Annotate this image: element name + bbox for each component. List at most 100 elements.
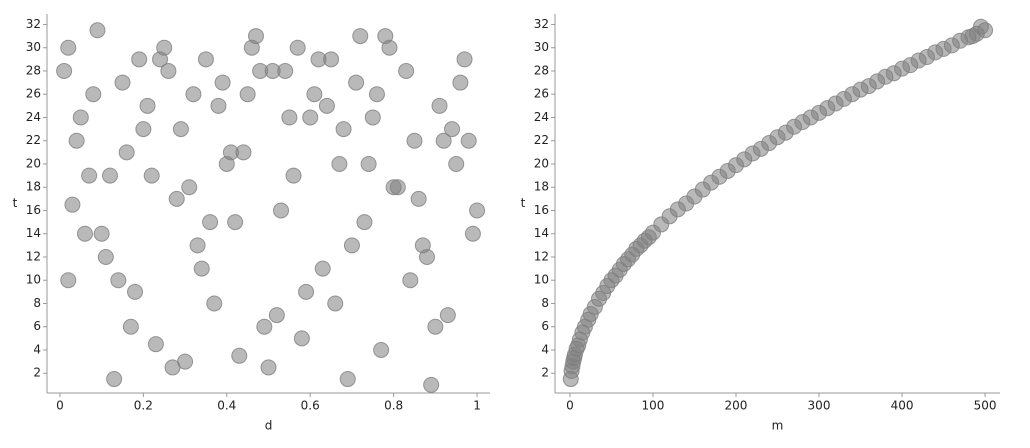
y-tick-label: 8 — [33, 296, 41, 310]
point — [172, 121, 189, 138]
point — [398, 62, 415, 79]
y-tick-label: 4 — [541, 342, 549, 356]
point — [168, 190, 185, 207]
y-tick-label: 30 — [26, 40, 41, 54]
x-tick-label: 0.2 — [134, 399, 153, 413]
point — [423, 376, 440, 393]
point — [314, 260, 331, 277]
point — [81, 167, 98, 184]
x-tick-label: 100 — [642, 399, 665, 413]
point — [964, 28, 981, 45]
point — [210, 97, 227, 114]
point — [131, 51, 148, 68]
point — [85, 86, 102, 103]
y-tick-label: 6 — [33, 319, 41, 333]
point — [277, 62, 294, 79]
point — [281, 109, 298, 126]
point — [239, 86, 256, 103]
point — [327, 295, 344, 312]
x-tick-label: 500 — [974, 399, 997, 413]
point — [206, 295, 223, 312]
point — [352, 28, 369, 45]
point — [68, 132, 85, 149]
point — [268, 307, 285, 324]
point — [339, 371, 356, 388]
point — [160, 62, 177, 79]
point — [289, 39, 306, 56]
point — [356, 214, 373, 231]
y-axis-label: t — [13, 196, 18, 210]
point — [298, 283, 315, 300]
y-tick-label: 8 — [541, 296, 549, 310]
point — [114, 74, 131, 91]
point — [93, 225, 110, 242]
y-tick-label: 30 — [534, 40, 549, 54]
point — [464, 225, 481, 242]
point — [456, 51, 473, 68]
point — [227, 214, 244, 231]
point — [402, 272, 419, 289]
point — [435, 132, 452, 149]
point — [285, 167, 302, 184]
point — [135, 121, 152, 138]
point — [310, 51, 327, 68]
y-tick-label: 2 — [541, 366, 549, 380]
point — [122, 318, 139, 335]
y-tick-label: 22 — [534, 133, 549, 147]
point — [452, 74, 469, 91]
point — [72, 109, 89, 126]
point — [193, 260, 210, 277]
point — [89, 22, 106, 39]
point — [118, 144, 135, 161]
point — [56, 62, 73, 79]
point — [235, 144, 252, 161]
y-tick-label: 18 — [26, 180, 41, 194]
point — [427, 318, 444, 335]
point — [431, 97, 448, 114]
point — [410, 190, 427, 207]
point — [243, 39, 260, 56]
y-tick-label: 10 — [534, 273, 549, 287]
point — [273, 202, 290, 219]
y-tick-label: 24 — [534, 110, 549, 124]
y-tick-label: 10 — [26, 273, 41, 287]
point — [439, 307, 456, 324]
point — [197, 51, 214, 68]
point — [293, 330, 310, 347]
point — [260, 359, 277, 376]
point — [385, 179, 402, 196]
y-tick-label: 4 — [33, 342, 41, 356]
point — [214, 74, 231, 91]
point — [343, 237, 360, 254]
point — [252, 62, 269, 79]
point — [377, 28, 394, 45]
y-tick-label: 22 — [26, 133, 41, 147]
y-tick-label: 6 — [541, 319, 549, 333]
y-tick-label: 32 — [534, 17, 549, 31]
y-tick-label: 14 — [534, 226, 549, 240]
y-tick-label: 26 — [534, 87, 549, 101]
point — [139, 97, 156, 114]
point — [181, 179, 198, 196]
point — [218, 155, 235, 172]
point — [419, 248, 436, 265]
point — [373, 341, 390, 358]
point — [60, 272, 77, 289]
x-tick-label: 0 — [56, 399, 64, 413]
point — [127, 283, 144, 300]
point — [448, 155, 465, 172]
point — [306, 86, 323, 103]
y-tick-label: 16 — [26, 203, 41, 217]
x-tick-label: 0.6 — [301, 399, 320, 413]
x-axis-label: d — [265, 419, 273, 433]
point — [469, 202, 486, 219]
y-tick-label: 18 — [534, 180, 549, 194]
point — [360, 155, 377, 172]
point — [185, 86, 202, 103]
point — [231, 347, 248, 364]
point — [318, 97, 335, 114]
y-tick-label: 12 — [26, 249, 41, 263]
point — [147, 336, 164, 353]
point — [101, 167, 118, 184]
